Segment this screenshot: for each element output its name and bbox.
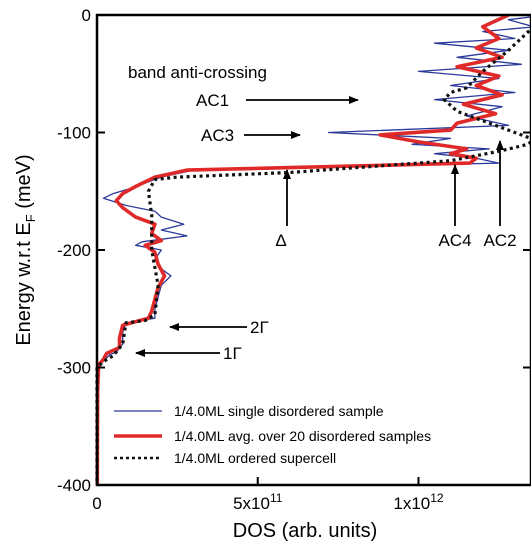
legend-label-ordered: 1/4.0ML ordered supercell [174,450,336,466]
annotation-ac4: AC4 [438,231,471,250]
y-tick-label-3: -300 [57,359,91,378]
y-tick-label-2: -200 [57,241,91,260]
annotation-2gamma: 2Γ [250,318,269,337]
legend-label-avg: 1/4.0ML avg. over 20 disordered samples [174,428,431,444]
series-line-1 [95,13,510,486]
legend-label-single: 1/4.0ML single disordered sample [174,403,384,419]
series-layer [95,13,531,486]
x-axis-title: DOS (arb. units) [233,520,377,542]
x-tick-label-0: 0 [92,494,101,513]
annotation-ac3: AC3 [201,126,234,145]
annotation-delta: Δ [275,231,286,250]
x-tick-label-2: 1x1012 [393,491,444,513]
y-tick-label-4: -400 [57,476,91,495]
y-tick-label-0: 0 [82,6,91,25]
y-axis-title: Energy w.r.t EF (meV) [13,154,38,345]
annotation-band-anti-crossing: band anti-crossing [128,63,267,82]
annotation-ac1: AC1 [196,91,229,110]
series-line-2 [95,26,531,485]
y-tick-label-1: -100 [57,124,91,143]
annotation-1gamma: 1Γ [223,344,242,363]
annotation-ac2: AC2 [483,231,516,250]
legend: 1/4.0ML single disordered sample 1/4.0ML… [114,403,431,466]
x-tick-label-1: 5x1011 [233,491,283,513]
